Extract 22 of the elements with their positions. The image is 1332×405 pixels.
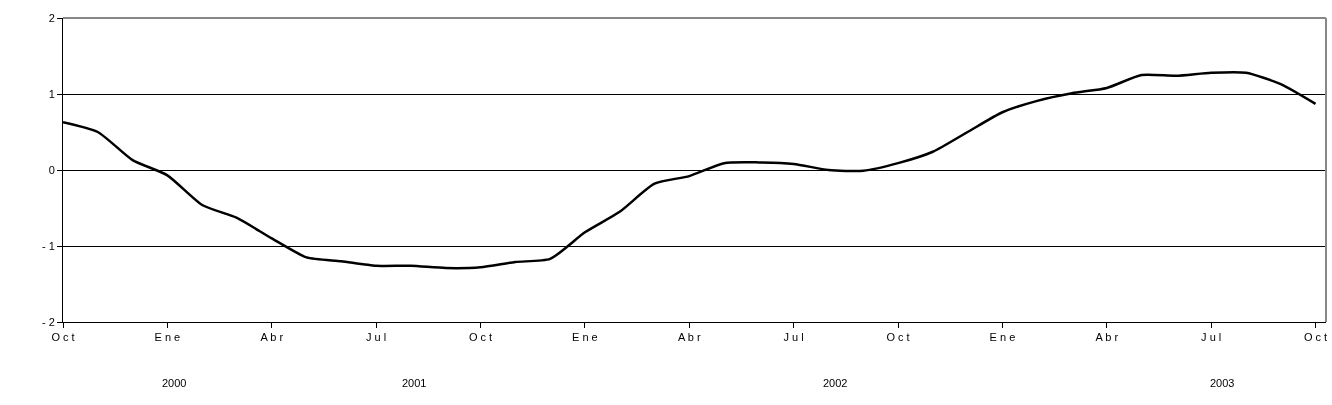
x-tick-label: E n e bbox=[989, 331, 1016, 344]
x-tick-label: E n e bbox=[572, 331, 598, 344]
x-tick-label: O c t bbox=[51, 331, 75, 344]
text: 2003 bbox=[1210, 377, 1235, 389]
x-tick-label: J u l bbox=[783, 331, 804, 344]
y-tick-label: - 2 bbox=[41, 315, 55, 328]
text: 2002 bbox=[823, 377, 848, 389]
y-tick-label: 0 bbox=[48, 163, 55, 176]
x-tick-label: A b r bbox=[260, 331, 284, 344]
x-tick-label: O c t bbox=[468, 331, 493, 344]
x-tick-label: J u l bbox=[1201, 331, 1222, 344]
y-tick-label: 2 bbox=[48, 11, 55, 24]
x-tick-label: J u l bbox=[366, 331, 387, 344]
x-tick-label: O c t bbox=[1303, 331, 1328, 344]
y-tick-label: 1 bbox=[48, 87, 55, 100]
x-tick-label: A b r bbox=[677, 331, 701, 344]
x-tick-label: E n e bbox=[154, 331, 181, 344]
x-tick-label: A b r bbox=[1095, 331, 1119, 344]
y-tick-label: - 1 bbox=[41, 239, 55, 252]
x-tick-label: O c t bbox=[886, 331, 910, 344]
text: 2000 bbox=[162, 377, 187, 389]
text: 2001 bbox=[402, 377, 427, 389]
